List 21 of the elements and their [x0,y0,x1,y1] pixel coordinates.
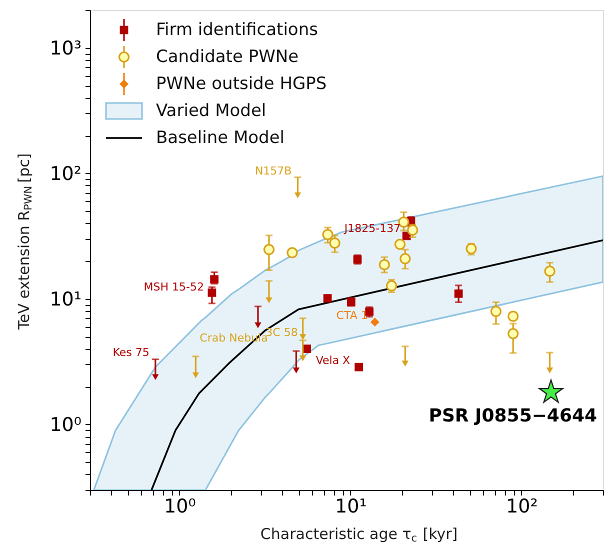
legend-label: Firm identifications [156,20,318,40]
y-tick-label: 10³ [50,37,82,60]
annotation: CTA 1 [336,309,368,322]
y-axis-title: TeV extension RPWN [pc] [15,153,34,331]
annotation: Vela X [316,354,351,367]
annotation: Kes 75 [112,346,150,360]
annotation: 3C 58 [266,326,298,340]
x-tick-label: 10⁰ [164,496,196,518]
y-tick-label: 10⁰ [50,414,82,436]
y-tick-label: 10¹ [50,288,82,310]
annotation: PSR J0855−4644 [428,405,598,426]
x-tick-label: 10² [506,496,538,518]
annotation: N157B [254,164,292,178]
x-tick-label: 10¹ [335,496,367,518]
legend-label: Candidate PWNe [156,47,299,67]
annotation: MSH 15-52 [144,280,204,294]
annotation: J1825-137 [343,222,401,235]
legend-label: Varied Model [156,101,266,121]
legend-label: PWNe outside HGPS [156,74,327,94]
legend-label: Baseline Model [156,128,285,148]
y-tick-label: 10² [50,162,82,185]
